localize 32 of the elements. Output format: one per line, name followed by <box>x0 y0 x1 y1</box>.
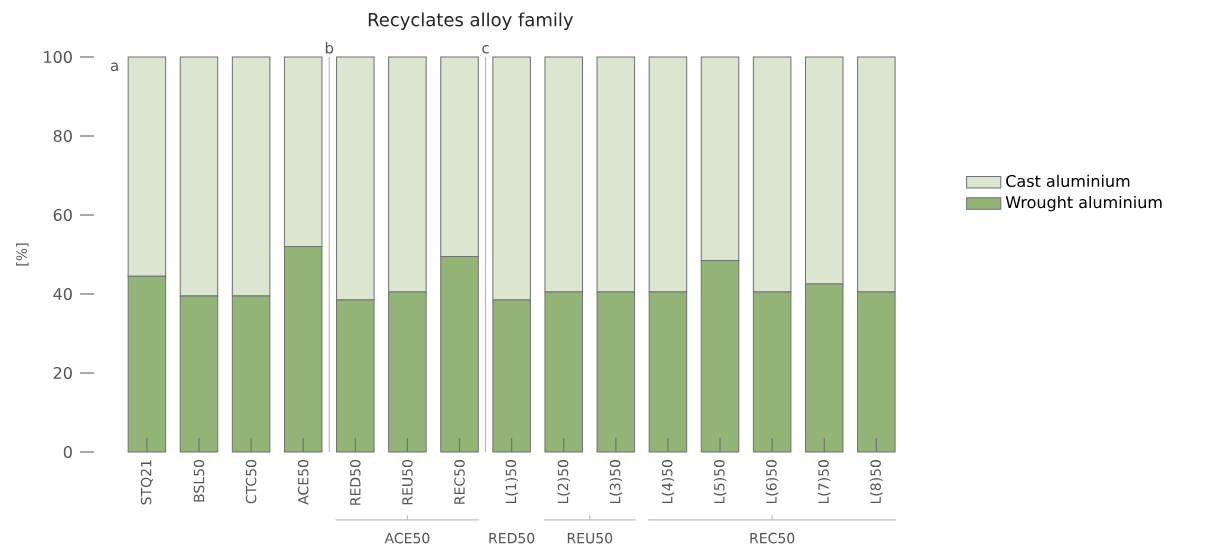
y-tick-label: 60 <box>53 208 72 222</box>
x-tick-label: L(2)50 <box>557 460 570 504</box>
text: ACE50 <box>384 532 430 544</box>
x-tick-label: ACE50 <box>297 459 309 505</box>
y-axis-title: [%] <box>16 243 29 266</box>
y-tick-label: 80 <box>53 129 72 143</box>
x-tick-label: REC50 <box>454 459 465 504</box>
text: REC50 <box>750 532 795 544</box>
x-tick-label: L(4)50 <box>661 460 675 504</box>
x-tick-label: RED50 <box>350 459 361 505</box>
x-tick-label: L(7)50 <box>818 460 831 504</box>
x-tick-label: L(6)50 <box>765 460 779 504</box>
text: b <box>325 41 334 54</box>
text: RED50 <box>489 532 535 544</box>
x-tick-label: L(3)50 <box>609 460 623 504</box>
x-tick-label: CTC50 <box>245 459 257 504</box>
legend-label: Cast aluminium <box>1006 174 1130 188</box>
text: REU50 <box>567 532 613 544</box>
legend-label: Wrought aluminium <box>1005 195 1162 212</box>
text: c <box>482 44 489 54</box>
x-tick-label: STQ21 <box>140 460 153 505</box>
x-tick-label: L(8)50 <box>870 460 883 504</box>
chart-title: Recyclates alloy family <box>368 12 574 30</box>
y-tick-label: 20 <box>53 366 72 380</box>
y-tick-label: 100 <box>44 50 72 64</box>
x-tick-label: BSL50 <box>193 459 205 502</box>
x-tick-label: L(5)50 <box>713 460 727 504</box>
x-tick-label: L(1)50 <box>505 460 518 504</box>
y-tick-label: 40 <box>53 287 72 301</box>
text: a <box>110 62 118 72</box>
x-tick-label: REU50 <box>402 459 413 505</box>
y-tick-label: 0 <box>63 445 72 459</box>
